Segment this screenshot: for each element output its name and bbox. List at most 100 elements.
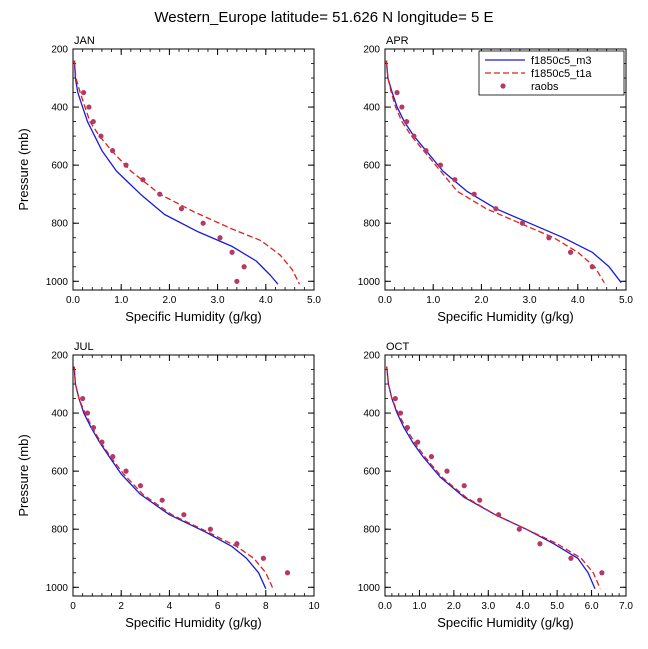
series-line-f1850c5-t1a (385, 60, 605, 284)
y-tick-label: 1000 (46, 277, 69, 288)
panel-jan: 0.0 1.0 2.0 3.0 4.0 5.0 200 400 600 800 1000 JAN Spe… (16, 35, 321, 324)
x-axis-label: Specific Humidity (g/kg) (437, 309, 574, 324)
series-line-f1850c5-t1a (73, 60, 301, 285)
plot-frame (384, 48, 627, 291)
x-tick-label: 0.0 (378, 601, 392, 612)
raobs-point (404, 424, 410, 431)
raobs-point (229, 249, 235, 255)
raobs-point (98, 133, 104, 139)
raobs-point (110, 454, 116, 460)
plot-data (73, 366, 291, 589)
x-tick-label: 2.0 (162, 295, 176, 306)
y-tick-label: 400 (363, 409, 380, 420)
raobs-point (452, 177, 458, 183)
raobs-point (260, 555, 266, 561)
raobs-point (217, 235, 223, 241)
y-tick-label: 600 (363, 467, 380, 478)
raobs-point (477, 497, 483, 503)
x-tick-label: 5.0 (619, 295, 633, 306)
legend-label: raobs (531, 81, 559, 93)
raobs-point (399, 104, 405, 110)
series-line-f1850c5-m3 (385, 60, 622, 284)
raobs-point (181, 512, 187, 518)
x-tick-label: 8 (263, 601, 269, 612)
plot-frame (72, 48, 315, 291)
series-line-f1850c5-m3 (73, 60, 279, 285)
raobs-point (284, 570, 291, 576)
raobs-point (423, 148, 429, 154)
x-tick-label: 4.0 (516, 601, 530, 612)
y-tick-label: 800 (51, 219, 68, 230)
y-tick-label: 1000 (358, 583, 381, 594)
x-tick-label: 0 (70, 601, 76, 612)
x-tick-label: 4.0 (259, 295, 273, 306)
raobs-point (415, 439, 421, 445)
panel-label: JAN (74, 35, 95, 47)
raobs-point (178, 206, 185, 212)
raobs-point (123, 468, 129, 474)
x-tick-label: 5.0 (307, 295, 321, 306)
x-tick-label: 10 (308, 601, 320, 612)
panel-jul: 0 2 4 6 8 10 200 400 600 800 1000 JUL Specific Humid… (16, 341, 320, 630)
y-tick-label: 400 (51, 103, 68, 114)
x-tick-label: 0.0 (378, 295, 392, 306)
raobs-point (207, 526, 213, 532)
y-tick-label: 200 (51, 45, 68, 56)
x-tick-label: 4.0 (571, 295, 585, 306)
y-tick-label: 1000 (46, 583, 69, 594)
x-tick-label: 7.0 (619, 601, 633, 612)
raobs-point (86, 104, 92, 110)
panel-label: OCT (386, 341, 410, 353)
x-tick-label: 5.0 (550, 601, 564, 612)
y-tick-label: 800 (51, 525, 68, 536)
x-tick-label: 3.0 (481, 601, 495, 612)
raobs-point (404, 118, 410, 125)
x-tick-label: 3.0 (211, 295, 225, 306)
series-line-f1850c5-m3 (386, 366, 596, 589)
legend-label: f1850c5_t1a (531, 68, 592, 80)
raobs-point (200, 220, 206, 226)
raobs-point (496, 512, 502, 518)
series-line-f1850c5-m3 (73, 366, 267, 589)
y-tick-label: 800 (363, 219, 380, 230)
raobs-point (157, 191, 163, 197)
raobs-point (159, 497, 165, 503)
raobs-point (471, 191, 477, 197)
raobs-point (519, 220, 525, 226)
y-tick-label: 800 (363, 525, 380, 536)
y-tick-label: 600 (51, 161, 68, 172)
x-tick-label: 0.0 (66, 295, 80, 306)
raobs-point (461, 483, 467, 489)
y-tick-label: 1000 (358, 277, 381, 288)
raobs-point (234, 541, 240, 547)
legend-marker-raobs (500, 83, 506, 89)
raobs-point (392, 395, 398, 402)
panel-label: JUL (74, 341, 94, 353)
raobs-point (84, 410, 91, 416)
figure-title: Western_Europe latitude= 51.626 N longit… (154, 9, 493, 26)
raobs-point (537, 541, 543, 547)
raobs-point (444, 468, 450, 474)
raobs-point (411, 133, 417, 139)
x-axis-label: Specific Humidity (g/kg) (125, 309, 262, 324)
raobs-point (234, 278, 240, 284)
raobs-point (123, 162, 129, 168)
raobs-point (394, 89, 400, 96)
y-tick-label: 400 (51, 409, 68, 420)
x-tick-label: 3.0 (523, 295, 537, 306)
panel-apr: 0.0 1.0 2.0 3.0 4.0 5.0 200 400 600 800 1000 APR Spe… (358, 35, 634, 324)
x-tick-label: 2 (118, 601, 124, 612)
x-tick-label: 2.0 (447, 601, 461, 612)
raobs-point (546, 235, 552, 241)
raobs-point (109, 148, 116, 154)
raobs-point (589, 264, 595, 270)
raobs-point (80, 395, 86, 402)
panel-oct: 0.0 1.0 2.0 3.0 4.0 5.0 6.0 7.0 200 400 600 800 1000… (358, 341, 634, 630)
x-tick-label: 6.0 (585, 601, 599, 612)
series-line-f1850c5-t1a (73, 366, 274, 589)
x-tick-label: 2.0 (474, 295, 488, 306)
raobs-point (81, 89, 87, 96)
plot-data (385, 60, 622, 284)
x-axis-label: Specific Humidity (g/kg) (125, 615, 262, 630)
